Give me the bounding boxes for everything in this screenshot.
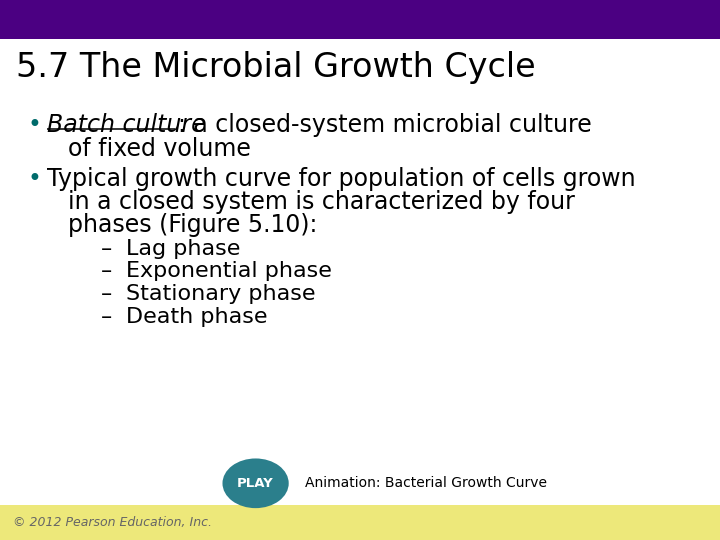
Text: © 2012 Pearson Education, Inc.: © 2012 Pearson Education, Inc. bbox=[13, 516, 212, 529]
Text: Animation: Bacterial Growth Curve: Animation: Bacterial Growth Curve bbox=[305, 476, 546, 490]
Text: : a closed-system microbial culture: : a closed-system microbial culture bbox=[178, 113, 592, 137]
Text: 5.7 The Microbial Growth Cycle: 5.7 The Microbial Growth Cycle bbox=[16, 51, 536, 84]
Text: •: • bbox=[27, 167, 41, 191]
Text: •: • bbox=[27, 113, 41, 137]
Text: Lag phase: Lag phase bbox=[126, 239, 240, 259]
Text: Stationary phase: Stationary phase bbox=[126, 284, 315, 304]
Text: of fixed volume: of fixed volume bbox=[68, 137, 251, 160]
Text: PLAY: PLAY bbox=[237, 477, 274, 490]
Text: in a closed system is characterized by four: in a closed system is characterized by f… bbox=[68, 190, 575, 214]
Text: Typical growth curve for population of cells grown: Typical growth curve for population of c… bbox=[47, 167, 636, 191]
FancyBboxPatch shape bbox=[0, 505, 720, 540]
Text: Death phase: Death phase bbox=[126, 307, 268, 327]
Text: –: – bbox=[101, 307, 112, 327]
Text: –: – bbox=[101, 239, 112, 259]
Text: Batch culture: Batch culture bbox=[47, 113, 205, 137]
Text: phases (Figure 5.10):: phases (Figure 5.10): bbox=[68, 213, 318, 237]
Text: –: – bbox=[101, 261, 112, 281]
Text: Exponential phase: Exponential phase bbox=[126, 261, 332, 281]
Text: –: – bbox=[101, 284, 112, 304]
FancyBboxPatch shape bbox=[0, 0, 720, 39]
Circle shape bbox=[222, 458, 289, 508]
